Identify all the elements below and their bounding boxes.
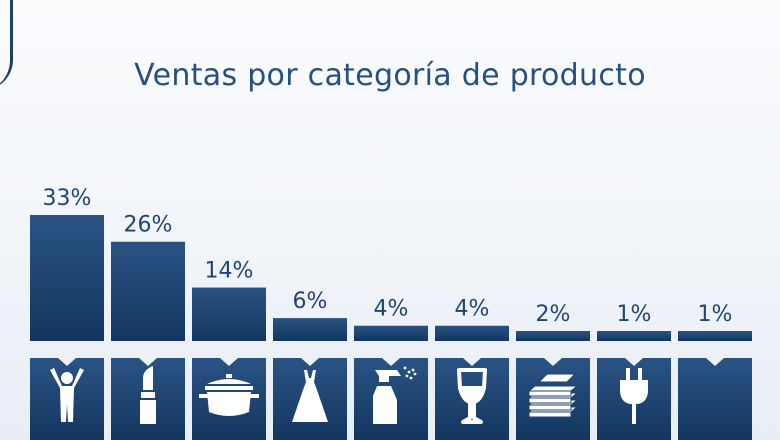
bar-6 xyxy=(435,325,509,341)
value-label-2: 26% xyxy=(124,213,173,238)
value-label-6: 4% xyxy=(455,297,490,322)
bar-2 xyxy=(111,241,185,341)
pot-icon xyxy=(199,374,259,416)
plug-icon xyxy=(620,368,648,424)
person-icon xyxy=(50,368,84,422)
value-label-5: 4% xyxy=(374,297,409,322)
corner-decoration xyxy=(0,0,13,90)
value-label-9: 1% xyxy=(698,302,733,327)
category-tile-9 xyxy=(678,358,752,440)
bar-1 xyxy=(30,215,104,341)
value-label-3: 14% xyxy=(205,259,254,284)
spray-bottle-icon xyxy=(373,366,417,424)
value-label-7: 2% xyxy=(536,302,571,327)
category-tile-4 xyxy=(273,358,347,440)
bar-5 xyxy=(354,325,428,341)
category-tile-2 xyxy=(111,358,185,440)
bar-9 xyxy=(678,331,752,341)
books-icon xyxy=(527,373,579,418)
wine-glass-icon xyxy=(457,368,487,424)
bar-4 xyxy=(273,318,347,341)
value-label-8: 1% xyxy=(617,302,652,327)
category-tile-7 xyxy=(516,358,590,440)
category-tile-5 xyxy=(354,358,428,440)
bar-7 xyxy=(516,331,590,341)
chart-title: Ventas por categoría de producto xyxy=(134,58,646,93)
dress-icon xyxy=(292,370,328,422)
value-label-1: 33% xyxy=(43,186,92,211)
category-tile-3 xyxy=(192,358,266,440)
bar-3 xyxy=(192,287,266,341)
bar-8 xyxy=(597,331,671,341)
category-tile-6 xyxy=(435,358,509,440)
category-tile-1 xyxy=(30,358,104,440)
category-tile-8 xyxy=(597,358,671,440)
lipstick-icon xyxy=(140,366,156,424)
value-label-4: 6% xyxy=(293,289,328,314)
